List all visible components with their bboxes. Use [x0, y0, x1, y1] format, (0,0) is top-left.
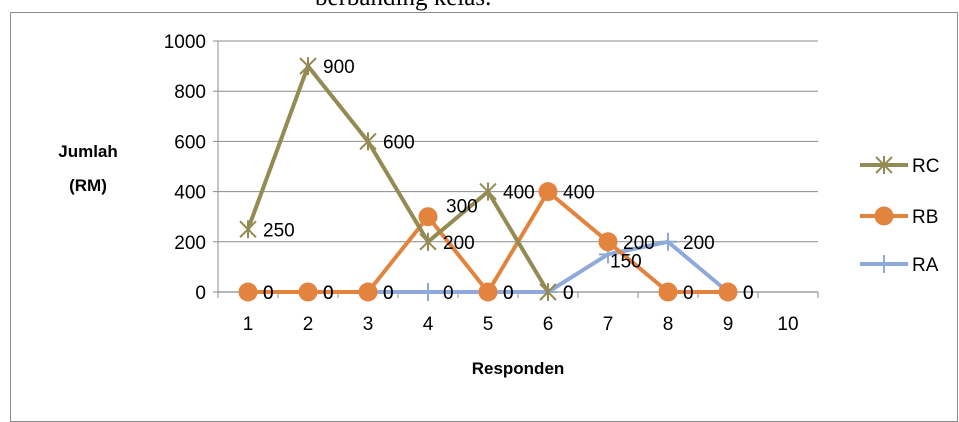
data-label: 0 [323, 283, 334, 304]
data-label: 0 [743, 283, 754, 304]
data-point [658, 282, 678, 302]
data-point [874, 206, 894, 226]
data-label: 900 [323, 57, 355, 78]
data-point [598, 232, 618, 252]
data-label: 0 [383, 283, 394, 304]
y-tick-label: 600 [174, 132, 206, 153]
data-point [539, 283, 557, 301]
data-label: 0 [383, 283, 394, 304]
data-point [659, 232, 677, 251]
legend-label: RB [912, 207, 938, 228]
y-tick-label: 400 [174, 183, 206, 204]
data-label: 200 [443, 233, 475, 254]
data-point [358, 282, 378, 302]
data-label: 0 [503, 283, 514, 304]
series-line [246, 64, 550, 294]
data-label: 200 [623, 233, 655, 254]
data-label: 0 [683, 283, 694, 304]
data-point [875, 255, 893, 273]
x-tick-label: 10 [777, 314, 798, 335]
y-axis-title-line2: (RM) [69, 176, 107, 195]
data-point [875, 156, 893, 174]
y-tick-label: 200 [174, 233, 206, 254]
legend-item-rb: RB [860, 206, 938, 228]
figure-caption: berbanding kelas. [315, 0, 491, 12]
legend-label: RA [912, 255, 939, 276]
data-point [479, 182, 497, 201]
data-label: 0 [263, 283, 274, 304]
data-point [238, 282, 258, 302]
x-tick-label: 9 [723, 314, 734, 335]
data-label: 0 [563, 283, 574, 304]
legend-label: RC [912, 156, 939, 177]
data-label: 400 [563, 183, 595, 204]
series-rc [239, 57, 557, 301]
x-tick-label: 3 [363, 314, 374, 335]
x-tick-label: 7 [603, 314, 614, 335]
data-point [718, 282, 738, 302]
data-label: 0 [263, 283, 274, 304]
data-label: 400 [503, 183, 535, 204]
data-label: 600 [383, 132, 415, 153]
data-point [298, 282, 318, 302]
x-tick-label: 4 [423, 314, 434, 335]
data-label: 0 [323, 283, 334, 304]
data-label: 300 [446, 197, 478, 218]
x-tick-label: 1 [243, 314, 254, 335]
data-point [538, 182, 558, 202]
data-label: 0 [563, 283, 574, 304]
series-rb [238, 182, 738, 302]
data-label: 150 [610, 251, 642, 272]
data-point [299, 57, 317, 76]
x-axis-title: Responden [472, 359, 565, 378]
x-tick-label: 8 [663, 314, 674, 335]
y-tick-label: 1000 [164, 32, 206, 53]
legend-item-ra: RA [860, 255, 939, 276]
data-point [419, 232, 437, 251]
data-label: 0 [503, 283, 514, 304]
data-label: 0 [443, 283, 454, 304]
data-point [239, 220, 257, 239]
data-label: 200 [683, 233, 715, 254]
data-label: 0 [743, 283, 754, 304]
x-tick-label: 2 [303, 314, 314, 335]
x-tick-label: 6 [543, 314, 554, 335]
x-tick-label: 5 [483, 314, 494, 335]
series-layer [238, 57, 738, 302]
y-tick-label: 0 [195, 283, 206, 304]
data-point [419, 283, 437, 301]
legend: RC RB RA [860, 156, 939, 276]
y-tick-label: 800 [174, 82, 206, 103]
y-axis-title-line1: Jumlah [58, 142, 118, 161]
line-chart: 0 200 400 600 800 1000 1 2 3 4 5 6 7 8 9 10 250 900 600 20… [58, 32, 939, 378]
data-point [418, 207, 438, 227]
data-point [478, 282, 498, 302]
data-label: 250 [263, 220, 295, 241]
legend-item-rc: RC [860, 156, 939, 177]
data-point [359, 132, 377, 151]
